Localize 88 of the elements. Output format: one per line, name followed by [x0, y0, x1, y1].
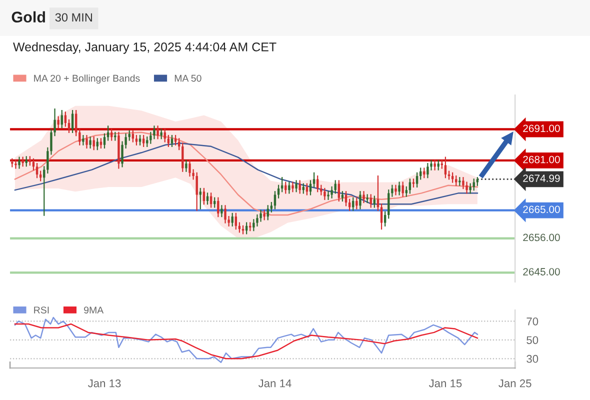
- legend-label: RSI: [34, 306, 49, 314]
- ref-line-label: 2691.00: [523, 124, 560, 132]
- candlestick: [170, 134, 174, 147]
- ref-line-label: 2681.00: [523, 156, 560, 164]
- candlestick: [388, 190, 390, 219]
- candlestick: [89, 136, 92, 149]
- candlestick: [188, 160, 191, 177]
- candlestick: [292, 182, 294, 192]
- candlestick: [71, 110, 74, 133]
- candlestick: [82, 134, 84, 146]
- candlestick: [100, 138, 102, 149]
- candlestick: [462, 177, 464, 190]
- candlestick: [288, 182, 290, 194]
- candlestick: [295, 180, 298, 192]
- candlestick: [324, 188, 326, 200]
- candlestick: [167, 134, 170, 147]
- x-tick-label: Jan 15: [428, 380, 462, 388]
- candlestick: [356, 197, 358, 210]
- legend-label: 9MA: [84, 306, 104, 314]
- line-series: [14, 316, 478, 364]
- candlestick: [146, 136, 148, 147]
- candlestick: [394, 184, 397, 196]
- line-series: [14, 323, 478, 360]
- candlestick: [178, 138, 180, 150]
- candlestick: [103, 133, 106, 149]
- candlestick: [330, 186, 333, 198]
- x-tick-label: Jan 25: [498, 379, 532, 388]
- candlestick: [86, 134, 88, 149]
- candlestick: [434, 160, 436, 170]
- candlestick: [74, 110, 78, 136]
- candlestick: [359, 191, 362, 210]
- candlestick: [455, 175, 458, 186]
- candlestick: [36, 163, 38, 178]
- candlestick: [202, 188, 206, 205]
- candlestick: [224, 205, 226, 224]
- candlestick: [298, 180, 301, 194]
- y-tick-label: 70: [526, 317, 538, 326]
- candlestick: [338, 180, 340, 202]
- candlestick: [96, 138, 98, 150]
- candlestick: [384, 211, 386, 226]
- candlestick: [68, 119, 70, 133]
- candlestick: [57, 116, 60, 128]
- candlestick: [341, 191, 344, 202]
- candlestick: [391, 184, 394, 197]
- candlestick: [121, 141, 124, 168]
- candlestick: [234, 212, 238, 230]
- candlestick: [92, 136, 95, 150]
- ref-line-label: 2645.00: [523, 268, 560, 276]
- candlestick: [402, 182, 404, 197]
- text: 30 MIN: [55, 13, 92, 22]
- candlestick: [217, 197, 220, 218]
- y-tick-label: 50: [526, 336, 538, 344]
- candlestick: [444, 156, 447, 178]
- candlestick: [196, 172, 198, 211]
- candlestick: [469, 183, 472, 194]
- x-tick-label: Jan 13: [88, 379, 121, 388]
- candlestick: [185, 160, 188, 172]
- ref-line-label: 2665.00: [523, 206, 560, 214]
- candlestick: [316, 175, 319, 192]
- candlestick: [274, 191, 276, 210]
- candlestick: [220, 205, 223, 218]
- candlestick: [327, 191, 330, 200]
- x-tick-label: Jan 14: [258, 380, 292, 388]
- candlestick: [312, 172, 316, 188]
- candlestick: [398, 182, 400, 196]
- candlestick: [231, 212, 234, 226]
- candlestick: [182, 142, 184, 172]
- candlestick: [14, 160, 17, 169]
- legend-label: MA 20 + Bollinger Bands: [34, 74, 140, 84]
- ref-line-label: 2656.00: [523, 234, 560, 242]
- ref-line-label: 2674.99: [523, 174, 560, 182]
- chart-title: Gold: [12, 11, 45, 22]
- candlestick: [426, 163, 429, 178]
- candlestick: [18, 156, 20, 169]
- candlestick: [380, 204, 383, 230]
- candlestick: [416, 172, 418, 188]
- candlestick: [344, 191, 348, 206]
- legend-label: MA 50: [174, 74, 202, 82]
- candlestick: [270, 202, 273, 212]
- y-tick-label: 30: [526, 354, 538, 363]
- candlestick: [156, 126, 159, 140]
- candlestick: [256, 214, 258, 226]
- candlestick: [160, 128, 162, 140]
- candlestick: [142, 134, 145, 147]
- candlestick: [362, 191, 365, 204]
- chart-subtitle: Wednesday, January 15, 2025 4:44:04 AM CET: [13, 42, 276, 54]
- candlestick: [153, 126, 156, 140]
- candlestick: [263, 210, 266, 220]
